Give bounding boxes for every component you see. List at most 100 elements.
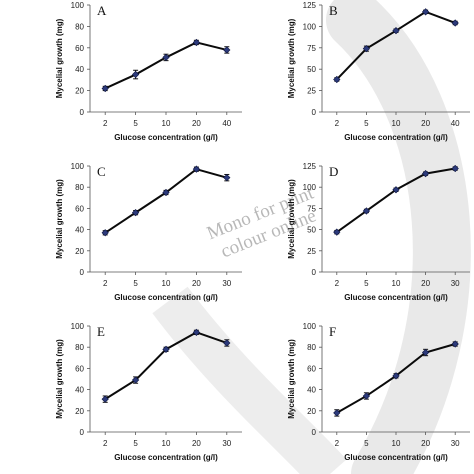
- data-point: [101, 84, 109, 93]
- y-tick-label: 75: [307, 44, 316, 53]
- chart-panel-e: 0 20 40 60 80 100 2 5 10 20 30 E Glucose concentrati…: [55, 322, 242, 462]
- x-tick-label: 30: [451, 439, 460, 448]
- x-tick-label: 2: [335, 279, 340, 288]
- x-tick-label: 10: [392, 119, 401, 128]
- x-tick-label: 10: [162, 439, 171, 448]
- data-point: [333, 409, 341, 417]
- data-point: [421, 170, 430, 178]
- x-tick-label: 20: [192, 439, 201, 448]
- chart-panel-f: 0 20 40 60 80 100 2 5 10 20 30 F Glucose concentrati…: [287, 322, 470, 462]
- y-tick-label: 40: [75, 226, 84, 235]
- x-tick-label: 30: [222, 439, 231, 448]
- panel-label: D: [329, 164, 338, 179]
- x-tick-label: 2: [103, 119, 108, 128]
- y-tick-label: 100: [303, 22, 317, 31]
- data-point: [333, 228, 341, 236]
- panel-label: A: [97, 3, 107, 18]
- x-axis-title: Glucose concentration (g/l): [114, 133, 218, 142]
- x-tick-label: 20: [421, 119, 430, 128]
- x-tick-label: 40: [451, 119, 460, 128]
- panel-label: B: [329, 3, 338, 18]
- data-point: [131, 209, 140, 217]
- y-tick-label: 100: [71, 1, 85, 10]
- y-tick-label: 100: [303, 322, 317, 331]
- y-tick-label: 60: [307, 364, 316, 373]
- data-point: [162, 345, 170, 353]
- data-point: [101, 395, 109, 403]
- data-point: [101, 229, 109, 237]
- x-tick-label: 10: [162, 279, 171, 288]
- y-tick-label: 80: [75, 183, 84, 192]
- x-tick-label: 30: [222, 279, 231, 288]
- data-point: [392, 186, 400, 194]
- x-axis-title: Glucose concentration (g/l): [344, 453, 448, 462]
- x-tick-label: 5: [364, 119, 369, 128]
- x-tick-label: 2: [103, 279, 108, 288]
- y-tick-label: 0: [312, 428, 317, 437]
- chart-panel-a: 0 20 40 60 80 100 2 5 10 20 40 A Glucose concentrati…: [55, 1, 242, 142]
- data-point: [223, 339, 231, 347]
- series-line: [104, 41, 228, 90]
- panel-label: E: [97, 324, 105, 339]
- y-tick-label: 0: [312, 268, 317, 277]
- y-tick-label: 100: [71, 322, 85, 331]
- data-point: [223, 46, 231, 54]
- y-tick-label: 0: [80, 428, 85, 437]
- y-tick-label: 20: [75, 407, 84, 416]
- y-tick-label: 40: [75, 386, 84, 395]
- panel-label: F: [329, 324, 336, 339]
- y-tick-label: 0: [80, 268, 85, 277]
- y-tick-label: 80: [307, 343, 316, 352]
- y-tick-label: 75: [307, 204, 316, 213]
- data-point: [392, 27, 400, 35]
- x-tick-label: 20: [421, 279, 430, 288]
- y-axis-title: Mycelial growth (mg): [287, 339, 296, 419]
- y-tick-label: 25: [307, 247, 316, 256]
- watermark-swoosh-lower: [152, 286, 347, 474]
- data-point: [131, 70, 140, 79]
- y-tick-label: 40: [75, 65, 84, 74]
- data-point: [451, 340, 459, 348]
- data-point: [131, 376, 140, 384]
- data-point: [421, 8, 430, 16]
- data-point: [162, 188, 170, 197]
- data-point: [223, 174, 231, 182]
- y-axis-title: Mycelial growth (mg): [287, 179, 296, 259]
- x-tick-label: 10: [162, 119, 171, 128]
- y-tick-label: 50: [307, 226, 316, 235]
- x-tick-label: 5: [364, 279, 369, 288]
- y-tick-label: 60: [75, 204, 84, 213]
- data-point: [392, 372, 400, 380]
- data-point: [192, 38, 201, 47]
- data-point: [362, 392, 371, 400]
- x-tick-label: 20: [192, 279, 201, 288]
- data-point: [162, 53, 170, 62]
- x-tick-label: 5: [133, 439, 138, 448]
- watermark-swoosh: [326, 0, 471, 474]
- x-tick-label: 5: [364, 439, 369, 448]
- y-axis-title: Mycelial growth (mg): [55, 339, 64, 419]
- y-axis-title: Mycelial growth (mg): [55, 18, 64, 98]
- y-tick-label: 125: [303, 1, 317, 10]
- x-tick-label: 2: [335, 119, 340, 128]
- x-tick-label: 2: [103, 439, 108, 448]
- y-tick-label: 80: [75, 22, 84, 31]
- chart-panel-c: 0 20 40 60 80 100 2 5 10 20 30 C Glucose concentrati…: [55, 162, 242, 302]
- data-point: [451, 19, 459, 27]
- x-axis-title: Glucose concentration (g/l): [114, 453, 218, 462]
- y-axis-title: Mycelial growth (mg): [287, 18, 296, 98]
- panel-label: C: [97, 164, 106, 179]
- y-tick-label: 40: [307, 386, 316, 395]
- x-tick-label: 5: [133, 279, 138, 288]
- y-tick-label: 25: [307, 87, 316, 96]
- y-tick-label: 125: [303, 162, 317, 171]
- data-point: [451, 164, 459, 173]
- data-point: [362, 45, 371, 53]
- x-axis-title: Glucose concentration (g/l): [114, 293, 218, 302]
- y-tick-label: 20: [75, 247, 84, 256]
- y-tick-label: 0: [312, 108, 317, 117]
- data-point: [362, 207, 371, 215]
